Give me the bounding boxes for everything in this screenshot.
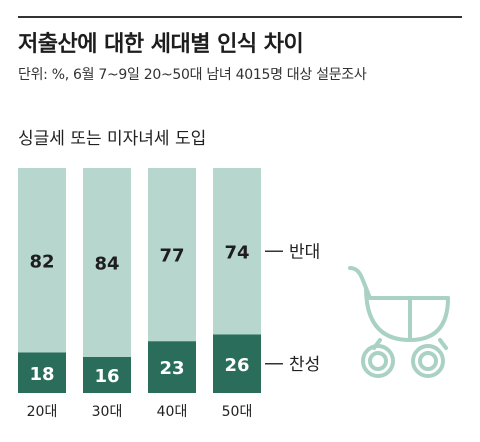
bar-against-1 [83, 168, 131, 357]
legend-label-for: 찬성 [289, 355, 320, 375]
data-label-for-0: 18 [29, 364, 54, 385]
chart-title: 싱글세 또는 미자녀세 도입 [18, 129, 207, 149]
legend-label-against: 반대 [289, 242, 320, 262]
top-rule [18, 16, 462, 18]
bar-for-3 [213, 334, 261, 393]
bar-against-3 [213, 168, 261, 335]
data-label-for-2: 23 [159, 358, 184, 379]
data-label-against-3: 74 [224, 242, 249, 263]
bar-against-2 [148, 168, 196, 342]
x-tick-label: 40대 [157, 404, 188, 420]
page-subtitle: 단위: %, 6월 7~9일 20~50대 남녀 4015명 대상 설문조사 [18, 67, 367, 83]
data-label-for-3: 26 [224, 355, 249, 376]
x-tick-label: 30대 [92, 404, 123, 420]
baby-stroller-icon [348, 266, 450, 378]
bar-for-0 [18, 352, 66, 393]
data-label-against-1: 84 [94, 254, 119, 275]
x-tick-label: 50대 [222, 404, 253, 420]
bar-for-1 [83, 357, 131, 393]
x-tick-label: 20대 [27, 404, 58, 420]
data-label-against-0: 82 [29, 251, 54, 272]
data-label-against-2: 77 [159, 246, 184, 267]
bar-against-0 [18, 168, 66, 353]
page-title: 저출산에 대한 세대별 인식 차이 [18, 32, 304, 57]
bar-for-2 [148, 341, 196, 393]
data-label-for-1: 16 [94, 366, 119, 387]
